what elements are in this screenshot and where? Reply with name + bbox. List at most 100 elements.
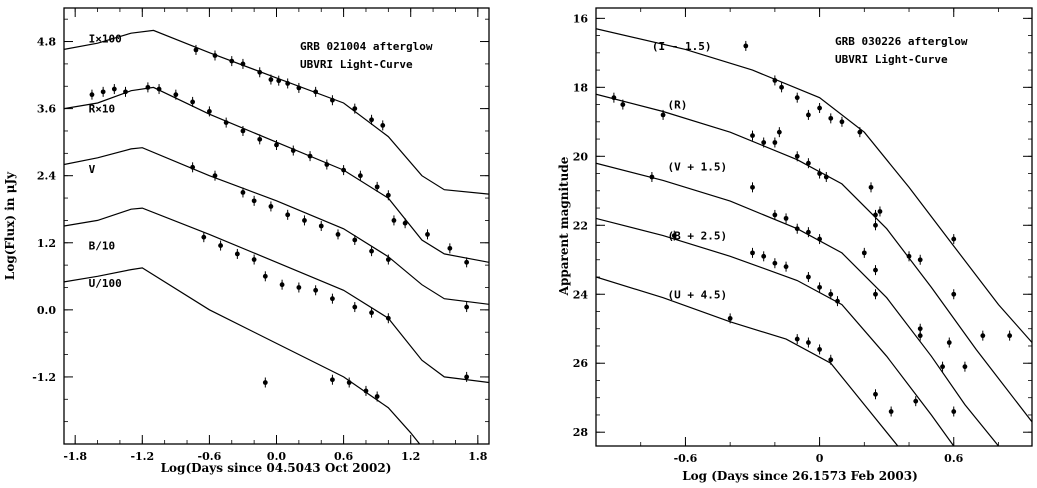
data-point [240,61,246,67]
model-curve [596,162,999,446]
data-point [817,105,822,111]
data-point [817,347,822,352]
data-point [313,287,319,293]
data-point [727,315,733,321]
y-tick-label: 28 [573,426,589,439]
data-point [145,84,151,90]
x-tick-label: 1.2 [401,450,420,463]
data-point [374,394,380,399]
data-point [385,257,391,262]
data-point [464,259,470,265]
x-tick-label: 0 [816,452,824,465]
data-point [369,310,374,316]
series-group [596,92,1032,423]
model-curve [596,217,955,446]
data-point [357,173,363,179]
data-point [660,112,666,118]
data-point [794,226,800,232]
data-point [285,81,291,86]
model-curve [64,147,489,305]
data-point [835,298,840,304]
curve-label: (R) [668,99,688,112]
model-curve [596,276,899,446]
data-point [425,231,430,237]
data-point [380,122,386,128]
y-tick-label: 2.4 [37,170,56,183]
data-point [611,95,617,101]
data-point [806,274,811,280]
model-curve [596,28,1032,343]
data-point [100,89,106,95]
data-point [671,233,677,239]
y-tick-label: 16 [573,12,589,25]
data-point [111,86,117,92]
data-point [750,184,755,190]
data-point [980,333,986,339]
data-point [794,95,800,101]
data-point [464,374,470,380]
data-point [750,250,755,256]
data-point [806,229,811,235]
data-point [772,212,778,218]
series-group [64,207,489,384]
data-point [776,129,782,135]
curve-label: (U + 4.5) [668,288,728,301]
data-point [817,236,822,242]
data-point [257,69,263,75]
chart-right-grb030226: -0.6 0 0.6 16 18 20 22 24 26 28 (I - 1.5) (R) (V + 1… [557,7,1033,483]
data-point [772,260,778,266]
curve-label: U/100 [89,277,122,290]
data-point [951,291,957,297]
data-point [369,117,374,123]
data-point [779,84,784,90]
x-tick-label: 0.0 [267,450,286,463]
data-point [89,92,95,98]
data-point [262,380,268,385]
data-point [873,391,878,397]
data-point [839,119,845,125]
series-group [596,28,1032,343]
curve-label: I×100 [89,33,122,46]
plot-frame [63,7,490,445]
series-group [596,217,957,446]
data-point [279,282,285,288]
y-tick-label: 4.8 [37,36,56,49]
data-point [868,184,874,190]
data-point [806,340,811,345]
data-point [296,85,302,91]
data-point [794,153,800,159]
data-point [123,89,128,95]
data-point [251,198,257,204]
curve-label: (I - 1.5) [652,40,712,53]
data-point [761,140,767,145]
y-tick-label: 18 [573,81,589,94]
data-point [828,115,834,121]
y-tick-label: 20 [573,150,589,163]
data-point [276,78,282,84]
data-point [313,89,319,95]
x-axis-title: Log (Days since 26.1573 Feb 2003) [682,469,918,483]
data-point [374,184,380,190]
data-point [817,171,822,176]
data-point [761,253,767,259]
data-point [251,257,257,262]
model-curve [64,267,421,444]
data-point [190,99,196,105]
data-point [290,148,296,153]
model-curve [64,207,489,384]
x-tick-label: -0.6 [198,450,222,463]
x-tick-label: 0.6 [334,450,353,463]
data-point [385,192,391,198]
y-tick-label: 1.2 [37,237,56,250]
chart-left-grb021004: -1.8 -1.2 -0.6 0.0 0.6 1.2 1.8 4.8 3.6 2.4 1.2 0.0 -… [3,7,490,475]
data-point [193,47,199,53]
data-point [257,136,263,142]
data-point [772,140,778,145]
data-point [873,222,878,228]
series-group [64,82,489,268]
x-tick-label: -1.2 [130,450,154,463]
data-point [268,204,274,209]
y-tick-label: -1.2 [32,371,56,384]
data-point [212,173,218,179]
data-point [861,250,867,256]
